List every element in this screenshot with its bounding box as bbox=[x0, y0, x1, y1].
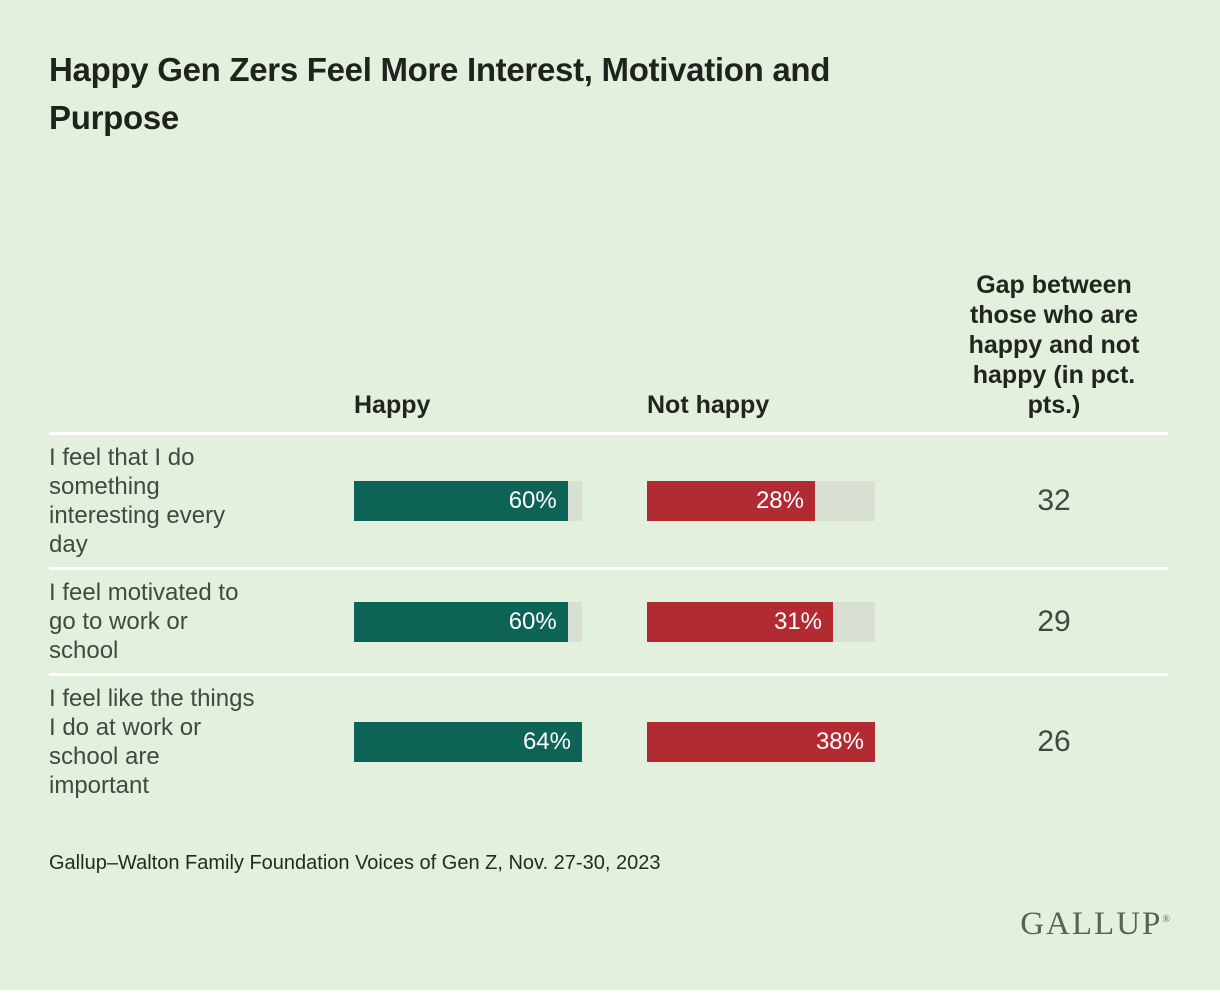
table-row: I feel that I do something interesting e… bbox=[49, 435, 1168, 567]
row-label: I feel that I do something interesting e… bbox=[49, 444, 226, 558]
chart-title: Happy Gen Zers Feel More Interest, Motiv… bbox=[49, 46, 1168, 142]
gap-column-header: Gap between those who are happy and not … bbox=[968, 271, 1140, 419]
not-happy-bar-value: 31% bbox=[773, 607, 822, 635]
table-row: I feel like the things I do at work or s… bbox=[49, 673, 1168, 808]
happy-bar-value: 60% bbox=[508, 607, 557, 635]
gap-value: 32 bbox=[1037, 484, 1071, 517]
gallup-logo: GALLUP® bbox=[1020, 906, 1170, 943]
not-happy-bar-value: 38% bbox=[815, 728, 864, 755]
happy-bar: 60% bbox=[354, 601, 568, 642]
not-happy-bar-track: 31% bbox=[647, 601, 875, 642]
not-happy-bar: 31% bbox=[647, 601, 833, 642]
not-happy-bar: 28% bbox=[647, 481, 815, 521]
happy-column-header: Happy bbox=[354, 391, 431, 419]
happy-bar: 64% bbox=[354, 722, 582, 762]
gap-value: 26 bbox=[1037, 725, 1071, 758]
happy-bar-value: 64% bbox=[522, 728, 571, 755]
not-happy-bar: 38% bbox=[647, 722, 875, 762]
row-label: I feel like the things I do at work or s… bbox=[49, 685, 255, 799]
row-label: I feel motivated to go to work or school bbox=[49, 579, 239, 664]
gallup-wordmark: GALLUP bbox=[1020, 906, 1163, 942]
column-header-row: Happy Not happy Gap between those who ar… bbox=[49, 270, 1168, 435]
gap-value: 29 bbox=[1037, 604, 1071, 638]
table-row: I feel motivated to go to work or school… bbox=[49, 567, 1168, 673]
happy-bar-value: 60% bbox=[508, 487, 557, 514]
happy-bar: 60% bbox=[354, 481, 568, 521]
registered-trademark-icon: ® bbox=[1162, 914, 1170, 925]
not-happy-bar-track: 28% bbox=[647, 481, 875, 521]
not-happy-bar-track: 38% bbox=[647, 722, 875, 762]
chart-title-line1: Happy Gen Zers Feel More Interest, Motiv… bbox=[49, 51, 831, 88]
not-happy-bar-value: 28% bbox=[755, 487, 804, 514]
source-note: Gallup–Walton Family Foundation Voices o… bbox=[49, 852, 661, 874]
chart-title-line2: Purpose bbox=[49, 99, 179, 136]
chart-table: Happy Not happy Gap between those who ar… bbox=[49, 270, 1168, 808]
happy-bar-track: 64% bbox=[354, 722, 582, 762]
bottom-border bbox=[0, 990, 1220, 994]
not-happy-column-header: Not happy bbox=[647, 391, 770, 419]
happy-bar-track: 60% bbox=[354, 601, 582, 642]
happy-bar-track: 60% bbox=[354, 481, 582, 521]
